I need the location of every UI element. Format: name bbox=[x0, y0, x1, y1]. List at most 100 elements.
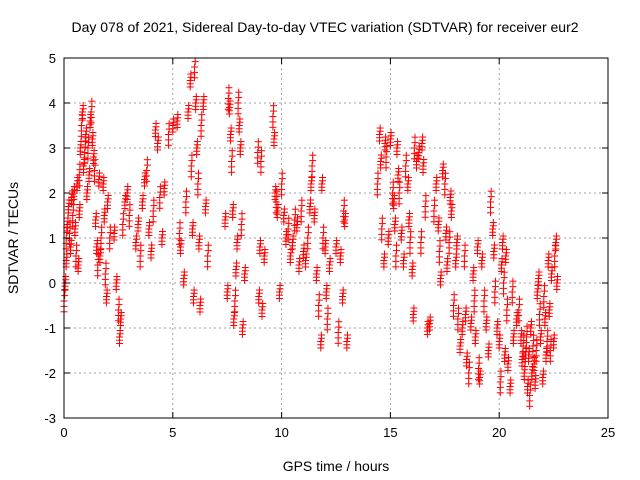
data-point bbox=[402, 151, 410, 159]
data-point bbox=[156, 183, 164, 191]
data-point bbox=[233, 259, 241, 267]
data-point bbox=[61, 285, 69, 293]
data-point bbox=[76, 201, 84, 209]
data-point bbox=[435, 258, 443, 266]
data-point bbox=[505, 354, 513, 362]
data-point bbox=[441, 169, 449, 177]
data-point bbox=[490, 254, 498, 262]
data-point bbox=[169, 115, 177, 123]
data-point bbox=[489, 231, 497, 239]
data-point bbox=[525, 357, 533, 365]
data-point bbox=[463, 349, 471, 357]
data-point bbox=[336, 258, 344, 266]
data-point bbox=[187, 173, 195, 181]
data-point bbox=[453, 245, 461, 253]
data-point bbox=[376, 124, 384, 132]
data-point bbox=[241, 264, 249, 272]
data-point bbox=[326, 255, 334, 263]
data-point bbox=[304, 245, 312, 253]
data-point bbox=[113, 273, 121, 281]
data-point bbox=[445, 249, 453, 257]
data-point bbox=[73, 241, 81, 249]
data-point bbox=[227, 124, 235, 132]
data-point bbox=[64, 209, 72, 217]
data-point bbox=[119, 231, 127, 239]
data-point bbox=[448, 201, 456, 209]
data-point bbox=[159, 228, 167, 236]
data-point bbox=[291, 205, 299, 213]
data-point bbox=[339, 299, 347, 307]
data-point bbox=[482, 326, 490, 334]
chart-title: Day 078 of 2021, Sidereal Day-to-day VTE… bbox=[71, 19, 578, 35]
data-point bbox=[111, 223, 119, 231]
data-point bbox=[236, 150, 244, 158]
data-point bbox=[76, 150, 84, 158]
data-point bbox=[377, 151, 385, 159]
data-point bbox=[413, 164, 421, 172]
data-point bbox=[494, 318, 502, 326]
data-point bbox=[496, 331, 504, 339]
data-point bbox=[551, 263, 559, 271]
data-point bbox=[186, 83, 194, 91]
data-point bbox=[254, 159, 262, 167]
data-point bbox=[235, 88, 243, 96]
data-point bbox=[85, 133, 93, 141]
data-point bbox=[98, 223, 106, 231]
data-point bbox=[236, 115, 244, 123]
data-point bbox=[86, 123, 94, 131]
data-point bbox=[545, 250, 553, 258]
data-point bbox=[478, 250, 486, 258]
data-point bbox=[339, 286, 347, 294]
data-point bbox=[317, 344, 325, 352]
data-point bbox=[543, 348, 551, 356]
data-point bbox=[392, 263, 400, 271]
data-point bbox=[304, 223, 312, 231]
data-point bbox=[117, 309, 125, 317]
data-point bbox=[471, 286, 479, 294]
data-point bbox=[385, 228, 393, 236]
data-point bbox=[390, 204, 398, 212]
x-tick-label: 0 bbox=[60, 425, 67, 440]
data-point bbox=[486, 209, 494, 217]
data-point bbox=[271, 129, 279, 137]
data-point bbox=[95, 169, 103, 177]
data-point bbox=[289, 232, 297, 240]
data-point bbox=[230, 321, 238, 329]
data-point bbox=[204, 241, 212, 249]
data-point bbox=[238, 210, 246, 218]
data-point bbox=[340, 196, 348, 204]
data-point bbox=[225, 84, 233, 92]
data-point bbox=[78, 114, 86, 122]
axis-ticks: 0 5 10 15 20 25 -3 -2 -1 0 1 2 3 4 5 bbox=[44, 51, 615, 440]
data-point bbox=[490, 241, 498, 249]
y-tick-label: 3 bbox=[49, 141, 56, 156]
data-point bbox=[318, 186, 326, 194]
data-point bbox=[550, 344, 558, 352]
data-point bbox=[408, 272, 416, 280]
data-point bbox=[502, 258, 510, 266]
data-point bbox=[235, 128, 243, 136]
data-point bbox=[381, 250, 389, 258]
data-point bbox=[447, 213, 455, 221]
data-point bbox=[139, 192, 147, 200]
data-point bbox=[452, 263, 460, 271]
y-tick-label: -2 bbox=[44, 366, 56, 381]
data-point bbox=[275, 294, 283, 302]
data-point bbox=[309, 151, 317, 159]
data-point bbox=[310, 218, 318, 226]
data-point bbox=[508, 299, 516, 307]
data-point bbox=[287, 246, 295, 254]
data-point bbox=[431, 196, 439, 204]
data-point bbox=[446, 228, 454, 236]
data-point bbox=[229, 201, 237, 209]
data-point bbox=[483, 313, 491, 321]
data-point bbox=[400, 250, 408, 258]
data-point bbox=[258, 147, 266, 155]
data-point bbox=[308, 173, 316, 181]
data-point bbox=[77, 132, 85, 140]
data-point bbox=[200, 93, 208, 101]
data-point bbox=[70, 195, 78, 203]
data-point bbox=[150, 196, 158, 204]
data-point bbox=[221, 222, 229, 230]
data-point bbox=[73, 186, 81, 194]
